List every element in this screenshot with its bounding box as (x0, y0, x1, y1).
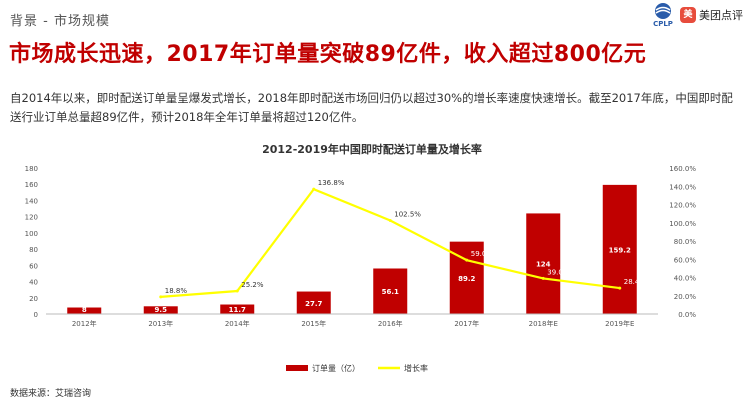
line-data-label: 136.8% (318, 179, 345, 187)
legend-bar-label: 订单量（亿） (312, 363, 360, 373)
line-data-label: 102.5% (394, 210, 421, 218)
breadcrumb: 背景 - 市场规模 (10, 14, 110, 29)
right-tick-label: 80.0% (674, 238, 697, 246)
legend-line-label: 增长率 (404, 363, 428, 373)
left-axis: 0 20 40 60 80 100 120 140 160 180 (25, 165, 38, 319)
bar (220, 304, 255, 314)
line-data-label: 25.2% (241, 281, 264, 289)
right-axis: 0.0% 20.0% 40.0% 60.0% 80.0% 100.0% 120.0% 140.… (669, 165, 696, 319)
left-tick-label: 160 (25, 181, 38, 189)
line-series: 18.8% 25.2% 136.8% 102.5% 59.0% 39.0% 28.4% (159, 179, 647, 299)
bar-data-label: 11.7 (229, 306, 246, 314)
meituan-logo: 美 美团点评 (680, 7, 743, 23)
bar (296, 291, 331, 314)
x-tick-label: 2015年 (301, 319, 326, 328)
left-tick-label: 180 (25, 165, 38, 173)
line-point (541, 276, 545, 280)
bar (602, 184, 637, 314)
line-data-label: 28.4% (624, 278, 647, 286)
right-tick-label: 140.0% (669, 183, 696, 191)
right-tick-label: 120.0% (669, 202, 696, 210)
line-point (235, 289, 239, 293)
left-tick-label: 100 (25, 230, 38, 238)
line-point (312, 187, 316, 191)
cplp-logo: CPLP (652, 2, 674, 28)
left-tick-label: 60 (29, 262, 38, 270)
left-tick-label: 40 (29, 279, 38, 287)
x-tick-label: 2014年 (225, 319, 250, 328)
bar-data-label: 27.7 (305, 300, 322, 308)
legend-bar-swatch (286, 365, 308, 371)
chart-title: 2012-2019年中国即时配送订单量及增长率 (262, 142, 482, 156)
left-tick-label: 140 (25, 197, 38, 205)
bar-data-label: 159.2 (609, 246, 631, 254)
line-data-label: 18.8% (165, 287, 188, 295)
cplp-logo-text: CPLP (653, 20, 673, 28)
left-tick-label: 120 (25, 214, 38, 222)
right-tick-label: 0.0% (678, 311, 696, 319)
x-tick-label: 2018年E (529, 319, 558, 328)
left-tick-label: 0 (34, 311, 38, 319)
right-tick-label: 40.0% (674, 275, 697, 283)
bar (373, 268, 408, 314)
left-tick-label: 20 (29, 295, 38, 303)
bar (67, 307, 102, 314)
order-volume-chart: 2012-2019年中国即时配送订单量及增长率 0 20 40 60 80 100 120 1… (25, 142, 697, 373)
right-tick-label: 60.0% (674, 256, 697, 264)
x-axis: 2012年 2013年 2014年 2015年 2016年 2017年 2018年E 2019… (46, 313, 658, 328)
x-tick-label: 2013年 (148, 319, 173, 328)
page-title: 市场成长迅速，2017年订单量突破89亿件，收入超过800亿元 (9, 42, 647, 67)
description-text: 自2014年以来，即时配送订单量呈爆发式增长，2018年即时配送市场回归仍以超过… (10, 91, 733, 124)
bar-data-label: 8 (82, 306, 87, 314)
right-tick-label: 20.0% (674, 293, 697, 301)
x-tick-label: 2017年 (454, 319, 479, 328)
line-point (465, 258, 469, 262)
legend: 订单量（亿） 增长率 (286, 363, 428, 373)
meituan-logo-text: 美团点评 (699, 9, 743, 22)
line-point (388, 218, 392, 222)
right-tick-label: 160.0% (669, 165, 696, 173)
meituan-badge-icon: 美 (680, 7, 696, 23)
bar-data-label: 89.2 (458, 275, 475, 283)
x-tick-label: 2019年E (605, 319, 634, 328)
bar-data-label: 124 (536, 261, 551, 269)
logo-group: CPLP 美 美团点评 (652, 2, 743, 28)
bar (143, 306, 178, 314)
bar-data-label: 56.1 (382, 288, 399, 296)
line-point (618, 286, 622, 290)
bar-series: 8 9.5 11.7 27.7 56.1 89.2 124 159.2 (67, 184, 637, 314)
line-data-label: 59.0% (471, 250, 494, 258)
x-tick-label: 2016年 (378, 319, 403, 328)
line-point (159, 295, 163, 299)
x-tick-label: 2012年 (72, 319, 97, 328)
left-tick-label: 80 (29, 246, 38, 254)
right-tick-label: 100.0% (669, 220, 696, 228)
line-data-label: 39.0% (547, 268, 570, 276)
bar (526, 213, 561, 314)
bar-data-label: 9.5 (155, 306, 168, 314)
cplp-globe-icon (655, 3, 671, 19)
data-source: 数据来源：艾瑞咨询 (10, 389, 92, 399)
